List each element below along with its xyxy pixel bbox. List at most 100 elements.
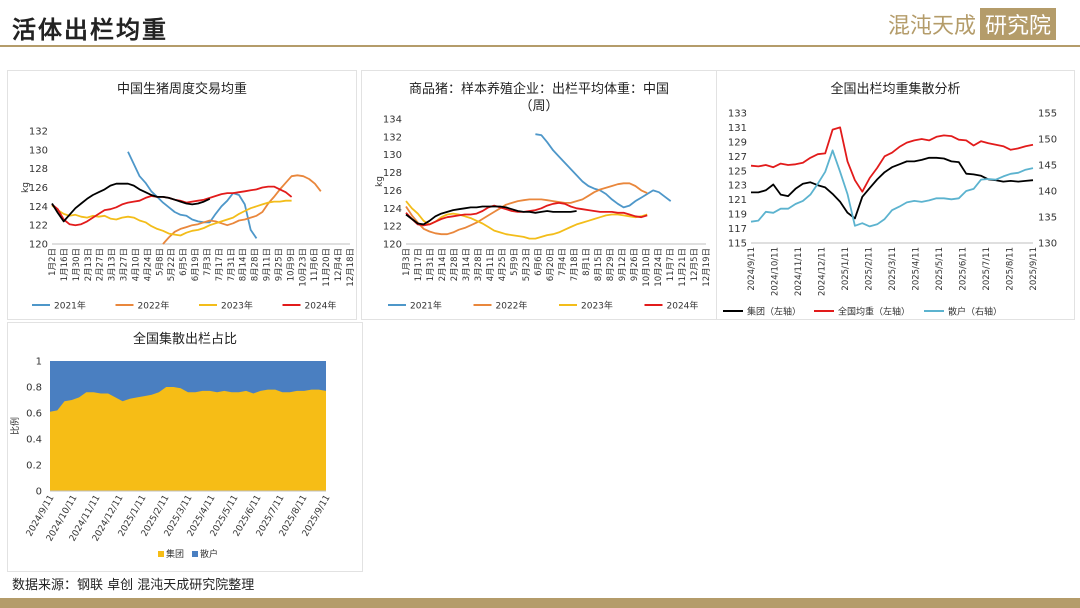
y-tick-label: 0.2 [26, 461, 42, 472]
x-tick-label: 12月5日 [690, 248, 700, 281]
header-divider [0, 45, 1080, 47]
x-tick-label: 1月3日 [402, 248, 412, 276]
legend-label: 散户（右轴） [948, 306, 1002, 318]
x-tick-label: 2025/7/11 [982, 247, 992, 291]
legend-swatch [158, 551, 164, 557]
x-tick-label: 11月7日 [666, 248, 676, 281]
x-tick-label: 2月14日 [438, 248, 448, 281]
footer-bar [0, 598, 1080, 608]
x-tick-label: 6月20日 [546, 248, 556, 281]
y-tick-label: 1 [36, 357, 42, 368]
y-tick-label: 120 [383, 240, 402, 251]
x-tick-label: 2025/9/11 [1029, 247, 1039, 291]
y-axis-label: kg [375, 176, 385, 187]
x-tick-label: 3月13日 [108, 248, 118, 281]
y-tick-label: 0.6 [26, 409, 42, 420]
x-tick-label: 5月8日 [155, 248, 165, 276]
y-tick-label: 121 [728, 195, 747, 206]
legend-label: 2023年 [581, 300, 613, 312]
legend-label: 散户 [200, 548, 218, 560]
x-tick-label: 8月14日 [239, 248, 249, 281]
chart-share-area: 00.20.40.60.81比例2024/9/112024/10/112024/… [9, 357, 333, 561]
x-tick-label: 1月17日 [414, 248, 424, 281]
series-line [405, 182, 648, 236]
x-tick-label: 4月25日 [498, 248, 508, 281]
y-tick-label: 126 [383, 186, 402, 197]
y-tick-label: 128 [383, 168, 402, 179]
x-tick-label: 1月30日 [72, 248, 82, 281]
y-tick-label: 125 [728, 166, 747, 177]
y-tick-label: 131 [728, 123, 747, 134]
x-tick-label: 7月31日 [227, 248, 237, 281]
series-line [751, 156, 1034, 220]
x-tick-label: 10月10日 [642, 248, 652, 287]
x-tick-label: 2月27日 [96, 248, 106, 281]
y-tick-label: 119 [728, 210, 747, 221]
chart-panel-share: 全国集散出栏占比 0 0.2 0.4 0.6 0.8 1 比例 2024/9/11 2024/1… [7, 322, 363, 572]
chart-enterprise-weight: 120 122 124 126 128 130 132 134 kg 1月3日 1月17日 1月31日… [375, 115, 712, 312]
chart-panel-enterprise: 商品猪：样本养殖企业：出栏平均体重：中国 （周） 120 122 124 126 128… [361, 70, 717, 320]
legend-label: 2021年 [410, 300, 442, 312]
x-tick-label: 12月19日 [702, 248, 712, 287]
area-group [50, 387, 326, 491]
x-tick-label: 7月17日 [215, 248, 225, 281]
x-tick-label: 2月28日 [450, 248, 460, 281]
chart-title: 商品猪：样本养殖企业：出栏平均体重：中国 [408, 82, 669, 97]
series-line [405, 200, 648, 240]
x-tick-label: 2024/12/11 [818, 247, 828, 296]
page-title: 活体出栏均重 [12, 15, 168, 44]
y-tick-label: 130 [29, 145, 48, 156]
y-tick-label: 0.8 [26, 383, 42, 394]
y-tick-label: 129 [728, 137, 747, 148]
x-tick-label: 5月22日 [167, 248, 177, 281]
series-line [750, 149, 1034, 228]
x-tick-label: 12月18日 [346, 248, 356, 287]
y-tick-label: 115 [728, 239, 747, 250]
y2-tick-label: 140 [1038, 187, 1057, 198]
x-tick-label: 6月5日 [179, 248, 189, 276]
x-tick-label: 2025/2/11 [865, 247, 875, 291]
x-tick-label: 8月1日 [582, 248, 592, 276]
x-tick-label: 4月11日 [486, 248, 496, 281]
y-axis-label: 比例 [9, 417, 21, 435]
x-tick-label: 11月20日 [322, 248, 332, 287]
chart-subtitle: （周） [519, 99, 559, 114]
y2-tick-label: 150 [1038, 135, 1057, 146]
x-tick-label: 8月28日 [251, 248, 261, 281]
series-line [127, 151, 258, 239]
y-tick-label: 124 [29, 202, 48, 213]
y-tick-label: 133 [728, 109, 747, 120]
x-tick-label: 4月24日 [143, 248, 153, 281]
y-axis-label: kg [21, 182, 31, 193]
x-tick-label: 3月27日 [120, 248, 130, 281]
legend-label: 2024年 [667, 300, 699, 312]
y2-tick-label: 145 [1038, 161, 1057, 172]
x-tick-label: 7月3日 [203, 248, 213, 276]
legend-label: 集团（左轴） [747, 306, 801, 318]
logo-text: 混沌天成 [887, 14, 976, 39]
x-tick-label: 2025/1/11 [841, 247, 851, 291]
x-tick-label: 4月10日 [131, 248, 141, 281]
y-tick-label: 120 [29, 240, 48, 251]
x-tick-label: 9月26日 [630, 248, 640, 281]
x-tick-label: 12月4日 [334, 248, 344, 281]
series-line [51, 199, 292, 237]
legend-label: 全国均重（左轴） [838, 306, 910, 318]
x-tick-label: 5月9日 [510, 248, 520, 276]
x-tick-label: 9月12日 [618, 248, 628, 281]
y-tick-label: 130 [383, 150, 402, 161]
y-tick-label: 134 [383, 115, 402, 126]
chart-panel-weekly: 中国生猪周度交易均重 120 122 124 126 128 130 132 kg 1月2日 1月… [7, 70, 357, 320]
x-tick-label: 3月28日 [474, 248, 484, 281]
y-tick-label: 128 [29, 164, 48, 175]
source-note: 数据来源：钢联 卓创 混沌天成研究院整理 [12, 578, 255, 593]
x-tick-label: 5月23日 [522, 248, 532, 281]
x-tick-label: 11月6日 [310, 248, 320, 281]
x-tick-label: 2025/6/11 [959, 247, 969, 291]
x-tick-label: 2024/10/11 [771, 247, 781, 296]
y2-tick-label: 135 [1038, 213, 1057, 224]
logo-box: 研究院 [979, 8, 1056, 40]
y-tick-label: 122 [29, 221, 48, 232]
x-tick-label: 3月14日 [462, 248, 472, 281]
legend-label: 2024年 [305, 300, 337, 312]
